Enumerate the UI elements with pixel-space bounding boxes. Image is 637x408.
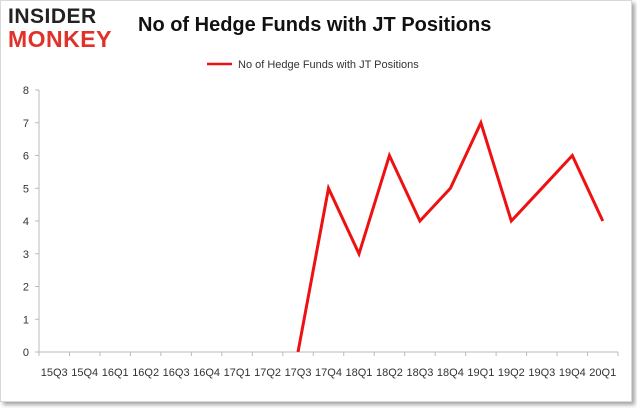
chart-plot-area	[296, 118, 605, 353]
y-tick-label: 5	[23, 183, 29, 195]
x-tick-label: 19Q4	[559, 367, 586, 379]
chart-title: No of Hedge Funds with JT Positions	[138, 14, 492, 36]
x-tick-label: 16Q2	[132, 367, 159, 379]
y-tick-label: 8	[23, 85, 29, 97]
x-tick-label: 17Q2	[254, 367, 281, 379]
logo-text-insider: INSIDER	[8, 5, 97, 28]
x-tick-label: 16Q4	[193, 367, 220, 379]
chart-frame	[0, 0, 632, 402]
x-tick-label: 18Q3	[406, 367, 433, 379]
y-tick-label: 4	[23, 216, 29, 228]
x-tick-label: 17Q1	[224, 367, 251, 379]
legend-label: No of Hedge Funds with JT Positions	[238, 59, 419, 71]
x-tick-label: 15Q4	[71, 367, 98, 379]
x-tick-label: 20Q1	[589, 367, 616, 379]
y-tick-label: 7	[23, 118, 29, 130]
x-tick-label: 18Q1	[346, 367, 373, 379]
series-line	[296, 118, 605, 353]
x-tick-label: 17Q4	[315, 367, 342, 379]
x-tick-label: 18Q4	[437, 367, 464, 379]
logo-text-monkey: MONKEY	[8, 26, 112, 52]
x-tick-label: 16Q1	[102, 367, 129, 379]
x-tick-label: 15Q3	[41, 367, 68, 379]
chart-legend: No of Hedge Funds with JT Positions	[207, 59, 419, 71]
insider-monkey-logo: INSIDER MONKEY	[8, 5, 112, 54]
x-tick-label: 18Q2	[376, 367, 403, 379]
x-tick-label: 19Q1	[467, 367, 494, 379]
x-tick-label: 19Q2	[498, 367, 525, 379]
y-tick-label: 0	[23, 347, 29, 359]
x-tick-label: 17Q3	[285, 367, 312, 379]
y-tick-label: 2	[23, 282, 29, 294]
y-tick-label: 1	[23, 314, 29, 326]
x-tick-label: 16Q3	[163, 367, 190, 379]
x-tick-label: 19Q3	[528, 367, 555, 379]
y-tick-label: 3	[23, 249, 29, 261]
y-tick-label: 6	[23, 151, 29, 163]
